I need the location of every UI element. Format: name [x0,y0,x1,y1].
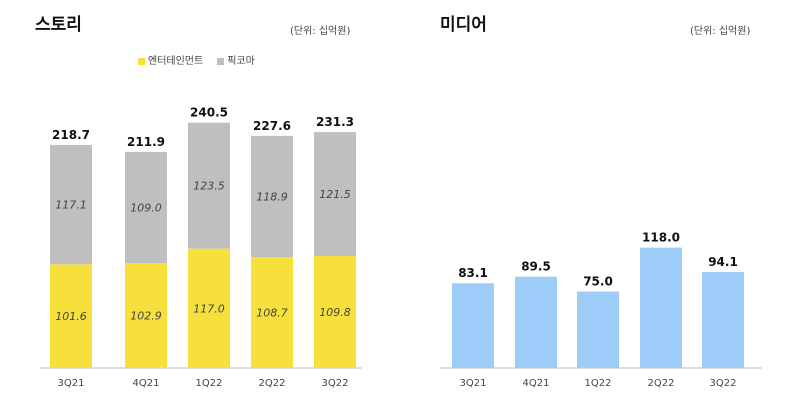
media-x-tick: 3Q21 [460,378,487,389]
legend-label: 엔터테인먼트 [148,56,204,67]
media-value-label: 118.0 [642,231,680,245]
story-total-label: 240.5 [190,106,228,120]
story-segment-label: 123.5 [193,180,225,193]
story-bar-entertainment [50,264,92,368]
story-segment-label: 101.6 [55,310,87,323]
story-bar-piccoma [188,122,230,249]
story-legend: 엔터테인먼트 픽코마 [138,52,255,67]
story-segment-label: 121.5 [319,188,351,201]
media-bar [515,276,557,368]
legend-item-entertainment: 엔터테인먼트 [138,52,203,67]
media-chart-title: 미디어 [440,15,487,35]
story-chart-title: 스토리 [35,15,82,35]
story-total-label: 211.9 [127,135,165,149]
media-x-tick: 4Q21 [523,378,550,389]
story-total-label: 218.7 [52,128,90,142]
story-bar-entertainment [125,263,167,368]
story-segment-label: 108.7 [256,307,288,320]
media-bar [702,272,744,368]
story-x-tick: 4Q21 [133,378,160,389]
media-value-label: 89.5 [521,260,551,274]
story-x-tick: 1Q22 [196,378,223,389]
legend-label: 픽코마 [227,56,255,67]
media-value-label: 75.0 [583,275,613,289]
story-segment-label: 109.8 [319,306,351,319]
legend-item-piccoma: 픽코마 [217,52,255,67]
story-segment-label: 117.0 [193,302,225,315]
story-segment-label: 102.9 [130,310,162,323]
story-x-tick: 3Q22 [322,378,349,389]
story-bar-entertainment [251,257,293,368]
story-bar-piccoma [50,144,92,265]
story-unit-note: (단위: 십억원) [290,26,351,37]
media-bar [452,283,494,368]
media-value-label: 83.1 [458,266,488,280]
story-x-tick: 3Q21 [58,378,85,389]
story-bar-piccoma [251,135,293,258]
story-x-tick: 2Q22 [259,378,286,389]
story-segment-label: 117.1 [55,199,87,212]
media-unit-note: (단위: 십억원) [690,26,751,37]
story-bar-piccoma [314,132,356,257]
media-x-tick: 1Q22 [585,378,612,389]
media-x-tick: 3Q22 [710,378,737,389]
media-bar [577,291,619,368]
story-segment-label: 109.0 [130,201,162,214]
media-bar [640,247,682,368]
story-bar-entertainment [314,256,356,368]
story-bar-entertainment [188,248,230,368]
media-x-tick: 2Q22 [648,378,675,389]
legend-swatch-gray [217,57,225,65]
legend-swatch-yellow [138,57,145,65]
story-segment-label: 118.9 [256,190,288,203]
story-total-label: 231.3 [316,115,354,129]
story-bar-piccoma [125,151,167,264]
media-value-label: 94.1 [708,255,738,269]
story-total-label: 227.6 [253,119,291,133]
